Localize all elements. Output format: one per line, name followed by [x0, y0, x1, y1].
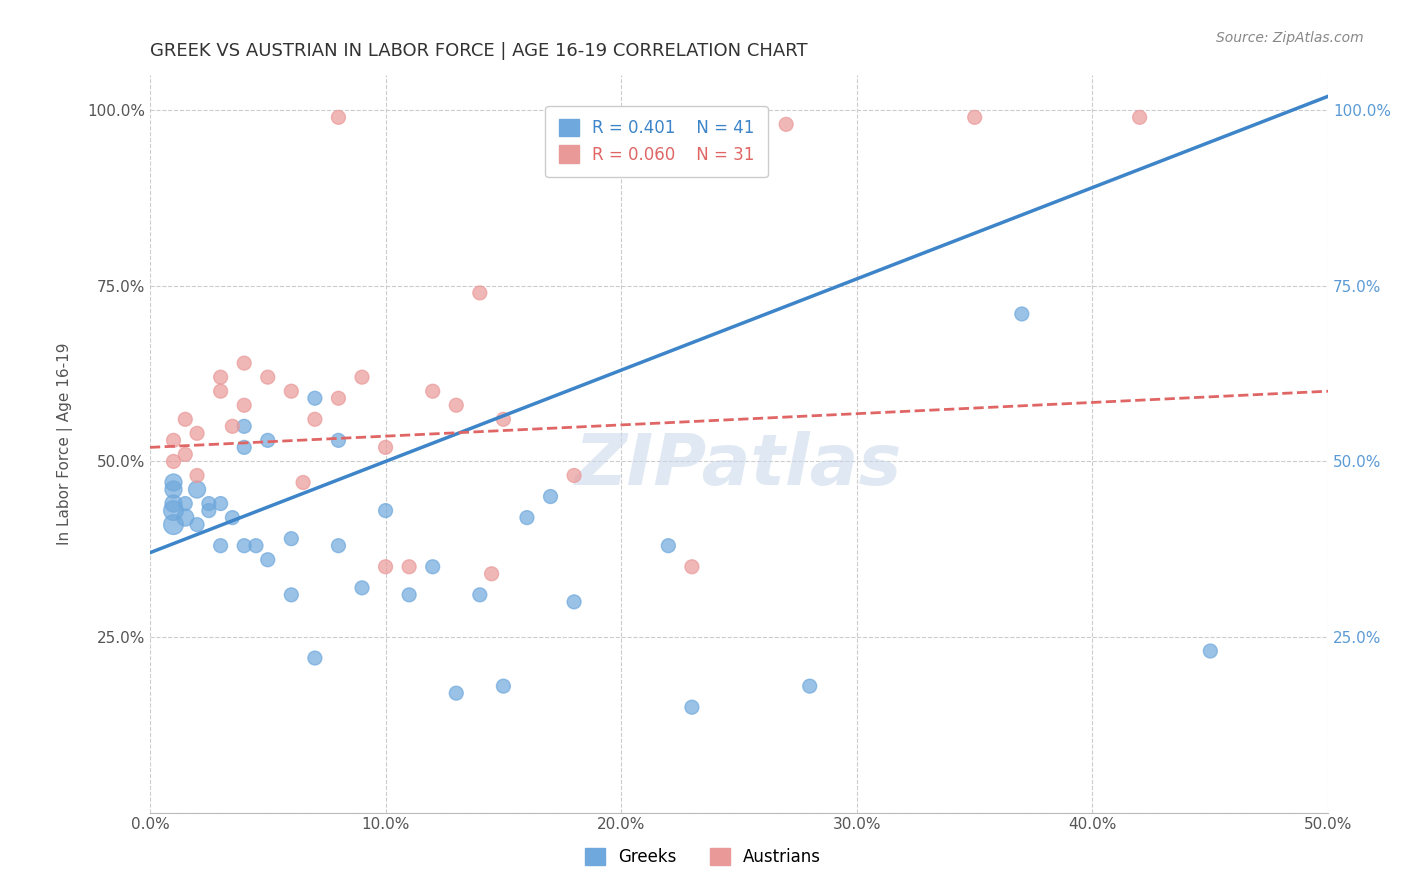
Point [233, 539, 256, 553]
Point [162, 483, 184, 497]
Point [256, 370, 278, 384]
Point [492, 679, 515, 693]
Point [233, 441, 256, 455]
Point [233, 398, 256, 412]
Point [562, 468, 585, 483]
Point [775, 117, 797, 131]
Point [398, 588, 420, 602]
Point [1199, 644, 1222, 658]
Point [162, 517, 184, 532]
Point [304, 651, 326, 665]
Point [174, 497, 197, 511]
Point [398, 559, 420, 574]
Point [186, 483, 208, 497]
Point [174, 412, 197, 426]
Point [256, 553, 278, 567]
Point [304, 391, 326, 405]
Point [162, 497, 184, 511]
Point [198, 503, 221, 517]
Point [162, 475, 184, 490]
Point [174, 510, 197, 524]
Point [162, 454, 184, 468]
Point [1129, 111, 1152, 125]
Point [186, 468, 208, 483]
Point [292, 475, 315, 490]
Point [198, 497, 221, 511]
Point [328, 391, 350, 405]
Text: ZIPatlas: ZIPatlas [575, 432, 903, 500]
Point [328, 539, 350, 553]
Point [374, 503, 396, 517]
Point [1011, 307, 1033, 321]
Point [209, 539, 232, 553]
Point [245, 539, 267, 553]
Point [209, 497, 232, 511]
Point [562, 595, 585, 609]
Point [280, 532, 302, 546]
Point [446, 686, 468, 700]
Point [304, 412, 326, 426]
Point [657, 539, 679, 553]
Point [233, 419, 256, 434]
Point [681, 700, 703, 714]
Point [209, 370, 232, 384]
Point [280, 384, 302, 399]
Point [350, 581, 373, 595]
Point [328, 111, 350, 125]
Point [540, 490, 562, 504]
Point [221, 419, 243, 434]
Legend: R = 0.401    N = 41, R = 0.060    N = 31: R = 0.401 N = 41, R = 0.060 N = 31 [546, 105, 768, 177]
Point [233, 356, 256, 370]
Text: GREEK VS AUSTRIAN IN LABOR FORCE | AGE 16-19 CORRELATION CHART: GREEK VS AUSTRIAN IN LABOR FORCE | AGE 1… [150, 42, 807, 60]
Point [963, 111, 986, 125]
Point [256, 434, 278, 448]
Point [516, 510, 538, 524]
Point [492, 412, 515, 426]
Point [162, 434, 184, 448]
Text: Source: ZipAtlas.com: Source: ZipAtlas.com [1216, 31, 1364, 45]
Point [468, 588, 491, 602]
Point [221, 510, 243, 524]
Point [162, 503, 184, 517]
Point [186, 517, 208, 532]
Point [799, 679, 821, 693]
Point [374, 441, 396, 455]
Point [422, 384, 444, 399]
Point [681, 559, 703, 574]
Point [422, 559, 444, 574]
Legend: Greeks, Austrians: Greeks, Austrians [576, 840, 830, 875]
Y-axis label: In Labor Force | Age 16-19: In Labor Force | Age 16-19 [58, 343, 73, 545]
Point [328, 434, 350, 448]
Point [468, 285, 491, 300]
Point [481, 566, 503, 581]
Point [350, 370, 373, 384]
Point [209, 384, 232, 399]
Point [186, 426, 208, 441]
Point [446, 398, 468, 412]
Point [174, 447, 197, 461]
Point [280, 588, 302, 602]
Point [374, 559, 396, 574]
